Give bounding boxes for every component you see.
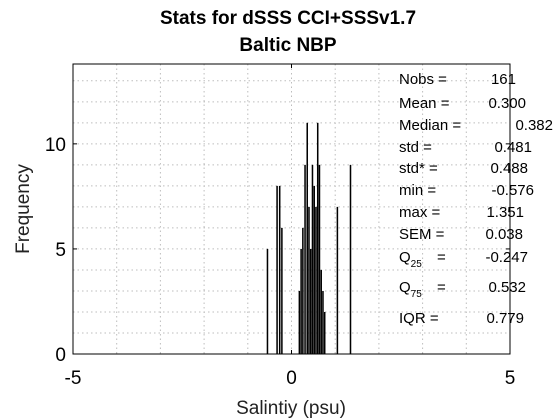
histogram-bar bbox=[304, 164, 306, 354]
histogram-bar bbox=[315, 206, 317, 354]
stat-value: -0.247 bbox=[485, 249, 528, 266]
histogram-bar bbox=[281, 227, 283, 354]
histogram-bar bbox=[300, 248, 302, 354]
histogram-bar bbox=[336, 206, 339, 354]
stat-label: min = bbox=[399, 182, 436, 199]
chart-title-line-2: Baltic NBP bbox=[239, 35, 336, 56]
histogram-bar bbox=[318, 164, 321, 354]
stat-value: 1.351 bbox=[486, 204, 524, 221]
histogram-bar bbox=[308, 206, 310, 354]
histogram-bar bbox=[323, 311, 326, 354]
stat-label: SEM = bbox=[399, 226, 445, 243]
histogram-bar bbox=[311, 164, 314, 354]
histogram-bar bbox=[349, 164, 352, 354]
stat-value: 0.038 bbox=[485, 226, 523, 243]
stat-equals: = bbox=[437, 279, 446, 296]
stat-label: Median = bbox=[399, 117, 461, 134]
y-tick-label: 5 bbox=[55, 240, 66, 261]
histogram-bar bbox=[320, 269, 322, 354]
stat-value: 0.488 bbox=[490, 160, 528, 177]
histogram-bar bbox=[302, 227, 304, 354]
stat-value: 0.779 bbox=[486, 310, 524, 327]
stat-label: std* = bbox=[399, 160, 438, 177]
histogram-bar bbox=[298, 290, 301, 354]
chart-title-line-1: Stats for dSSS CCI+SSSv1.7 bbox=[160, 8, 416, 29]
histogram-bar bbox=[322, 290, 324, 354]
stat-label: Q25 bbox=[399, 249, 422, 270]
stat-label: Nobs = bbox=[399, 71, 447, 88]
x-tick-label: 0 bbox=[286, 368, 297, 389]
histogram-bar bbox=[313, 185, 315, 354]
histogram-bar bbox=[266, 248, 269, 354]
stat-value: 0.300 bbox=[488, 95, 526, 112]
stat-label: std = bbox=[399, 139, 432, 156]
stat-value: 0.481 bbox=[494, 139, 532, 156]
stat-label: IQR = bbox=[399, 310, 439, 327]
stat-label: Mean = bbox=[399, 95, 450, 112]
stat-value: -0.576 bbox=[491, 182, 534, 199]
histogram-bar bbox=[306, 122, 308, 354]
stat-value: 0.382 bbox=[515, 117, 553, 134]
stat-label: Q75 bbox=[399, 279, 422, 300]
stat-label: max = bbox=[399, 204, 441, 221]
y-axis-label: Frequency bbox=[13, 164, 34, 254]
y-tick-label: 10 bbox=[45, 135, 66, 156]
stat-value: 161 bbox=[491, 71, 516, 88]
statistics-annotation: Nobs = 161 Mean = 0.300 Median = 0.382 std = 0.… bbox=[399, 71, 553, 327]
histogram-bar bbox=[316, 122, 319, 354]
histogram-bar bbox=[309, 248, 312, 354]
histogram-bars bbox=[266, 122, 352, 354]
x-tick-label: -5 bbox=[65, 368, 82, 389]
grid bbox=[72, 64, 511, 354]
stat-value: 0.532 bbox=[488, 279, 526, 296]
x-axis-label: Salintiy (psu) bbox=[236, 398, 346, 419]
histogram-bar bbox=[276, 185, 278, 354]
y-tick-label: 0 bbox=[55, 345, 66, 366]
x-tick-label: 5 bbox=[505, 368, 516, 389]
stat-equals: = bbox=[437, 249, 446, 266]
histogram-bar bbox=[278, 185, 281, 354]
